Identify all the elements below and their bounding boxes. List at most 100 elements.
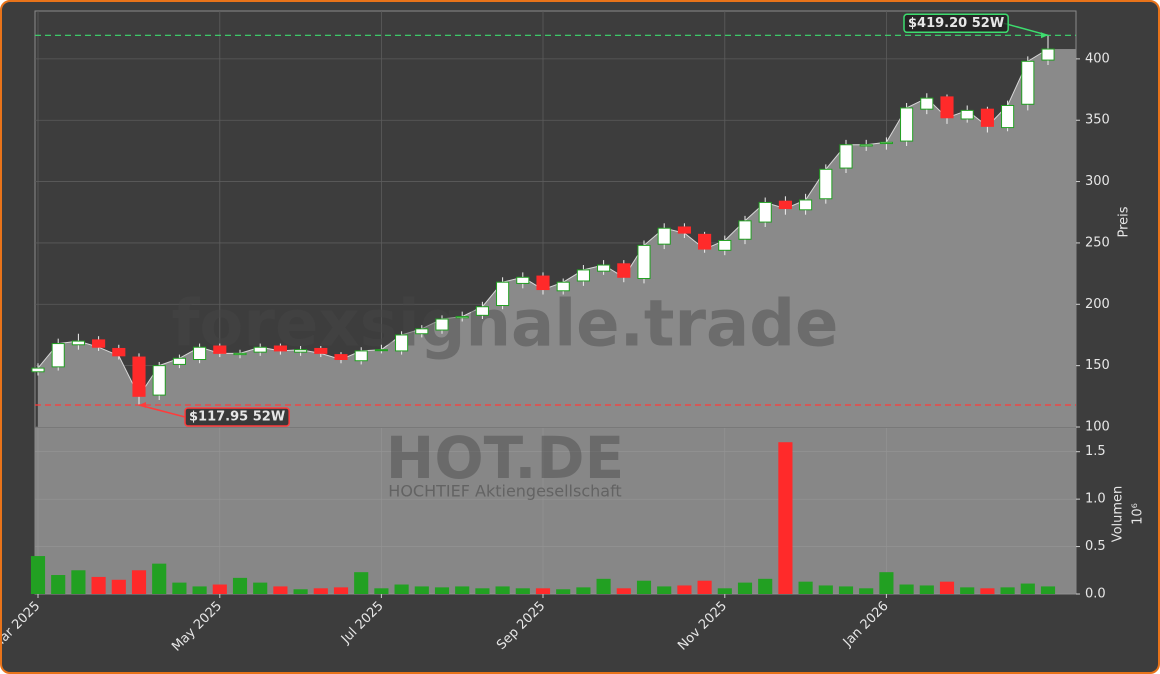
volume-bar <box>374 588 389 594</box>
volume-bar <box>758 578 773 594</box>
company: HOCHTIEF Aktiengesellschaft <box>388 482 621 501</box>
symbol: HOT.DE <box>386 424 624 492</box>
volume-bar <box>960 587 975 594</box>
candle-body <box>920 97 934 110</box>
volume-bar <box>313 588 328 594</box>
volume-bar <box>152 563 167 594</box>
volume-bar <box>879 572 894 594</box>
volume-bar <box>556 589 571 594</box>
candle-body <box>960 109 974 120</box>
volume-bar <box>273 586 288 594</box>
candle-body <box>718 239 732 251</box>
volume-bar <box>1000 587 1015 594</box>
candle-body <box>758 201 772 223</box>
volume-bar <box>980 588 995 594</box>
volume-bar <box>475 588 490 594</box>
volume-bar <box>333 587 349 594</box>
volume-bar <box>677 585 692 594</box>
candle-body <box>132 356 146 397</box>
y-tick-label: 0.5 <box>1085 539 1106 554</box>
volume-bar <box>737 582 753 594</box>
annotation-box <box>903 13 1009 34</box>
y-tick-label: 1.0 <box>1085 492 1106 507</box>
candle-body <box>455 316 469 319</box>
volume-bar <box>455 586 470 594</box>
candle-body <box>193 346 207 361</box>
volume-bar <box>30 556 46 594</box>
y-tick-label: 0.0 <box>1085 587 1106 602</box>
volume-bar <box>515 588 530 594</box>
volume-bar <box>212 584 227 594</box>
candle-body <box>536 275 550 291</box>
candle-body <box>819 168 833 200</box>
candle-body <box>738 220 752 240</box>
candle-body <box>496 281 510 307</box>
x-tick-label: Sep 2025 <box>494 599 548 653</box>
annotation-arrow <box>1003 22 1049 37</box>
candle-body <box>1041 48 1055 61</box>
candle-body <box>374 349 388 352</box>
volume-bar <box>232 577 248 594</box>
candle-body <box>597 264 611 272</box>
volume-bar <box>495 586 510 594</box>
y-tick-label: 100 <box>1085 420 1110 435</box>
volume-bar <box>818 585 833 594</box>
candle-body <box>213 345 227 354</box>
candle-body <box>879 141 893 145</box>
volume-bar <box>91 576 106 594</box>
candle-body <box>1021 60 1035 105</box>
volume-bar <box>253 582 268 594</box>
candle-body <box>152 365 166 396</box>
volume-bar <box>616 588 631 594</box>
candle-body <box>839 144 853 169</box>
candle-body <box>395 334 409 352</box>
y-tick-label: 400 <box>1085 51 1110 66</box>
annotation-box <box>184 407 290 427</box>
marks: $419.20 52W $117.95 52W <box>30 13 1076 594</box>
volume-bar <box>414 586 429 594</box>
volume-bar <box>697 580 712 594</box>
volume-bar <box>71 570 86 594</box>
candle-body <box>253 346 267 353</box>
x-tick-label: Jan 2026 <box>840 599 892 651</box>
annotation-label: $419.20 52W <box>908 16 1004 31</box>
volume-bar <box>899 584 914 594</box>
y-axis-label: Preis <box>1117 206 1132 237</box>
volume-bar <box>51 575 66 594</box>
candle-body <box>980 108 994 127</box>
x-tick-label: May 2025 <box>169 599 225 655</box>
candle-body <box>334 354 348 361</box>
candle-body <box>31 367 45 373</box>
volume-axis-label: Volumen <box>1111 486 1126 543</box>
candle-body <box>172 357 186 365</box>
candle-body <box>900 107 914 142</box>
volume-bar <box>131 570 147 594</box>
candle-body <box>698 233 712 250</box>
candle-body <box>617 263 631 278</box>
candle-body <box>1001 104 1015 129</box>
volume-bar <box>1020 583 1035 594</box>
candle-body <box>435 318 449 331</box>
volume-bar <box>596 578 611 594</box>
volume-bar <box>434 587 450 594</box>
x-tick-label: Nov 2025 <box>675 599 730 654</box>
price-area-extension <box>1048 49 1076 428</box>
y-tick-label: 250 <box>1085 235 1110 250</box>
candle-body <box>657 227 671 245</box>
volume-bar <box>636 580 652 594</box>
price-area <box>38 49 1048 427</box>
volume-bar <box>394 584 409 594</box>
candle-body <box>51 343 65 368</box>
candle-body <box>354 350 368 362</box>
candle-body <box>294 349 308 353</box>
volume-bar <box>939 581 955 594</box>
candle-body <box>314 347 328 354</box>
candle-body <box>516 276 530 284</box>
y-tick-label: 1.5 <box>1085 444 1106 459</box>
candle-body <box>799 199 813 211</box>
volume-panel <box>34 427 1077 595</box>
volume-bar <box>798 581 813 594</box>
volume-bar <box>717 588 732 594</box>
volume-bar <box>354 572 369 594</box>
candle-body <box>576 269 590 282</box>
